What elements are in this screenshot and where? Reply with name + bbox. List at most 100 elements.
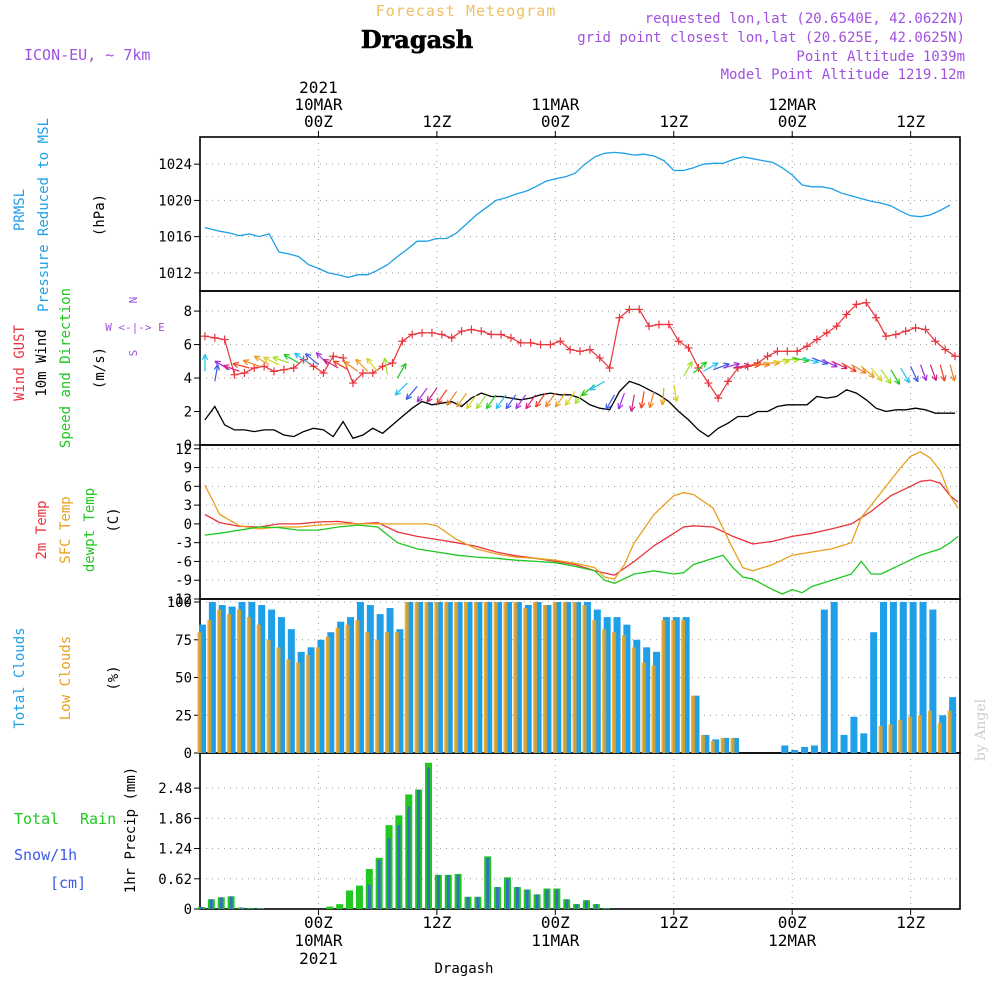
wind-arrow — [456, 392, 467, 408]
wind-arrow-head — [605, 403, 612, 411]
gust-marker — [901, 327, 910, 336]
total-precip-bar — [336, 904, 344, 909]
top-tick-label: 00Z — [778, 112, 807, 131]
wind-arrow — [505, 394, 517, 410]
wind-arrow — [910, 366, 919, 383]
requested-coords: requested lon,lat (20.6540E, 42.0622N) — [645, 11, 965, 27]
wind-arrow-head — [272, 355, 279, 362]
wind-arrow — [617, 392, 625, 410]
wind-arrow-shaft — [355, 358, 369, 372]
location-title: Dragash — [361, 25, 473, 54]
temp-line — [204, 479, 959, 576]
wind-arrow — [436, 389, 448, 405]
wind-arrow-shaft — [693, 361, 707, 374]
wind-arrow-head — [315, 352, 323, 359]
total-cloud-bar — [248, 602, 256, 753]
wind-arrow — [315, 352, 329, 366]
wind-arrow-shaft — [405, 386, 418, 400]
total-cloud-bar — [465, 602, 473, 753]
low-cloud-bar — [483, 602, 488, 753]
temp-2m-label: 2m Temp — [34, 500, 50, 559]
wind-arrow-head — [263, 356, 270, 363]
wind-arrow — [446, 391, 458, 406]
low-cloud-bar — [621, 635, 626, 753]
low-cloud-bar — [602, 629, 607, 753]
wind-arrow-shaft — [661, 388, 665, 406]
wind-arrow — [214, 360, 230, 371]
wind-arrow — [851, 364, 867, 374]
total-cloud-bar — [416, 602, 424, 753]
gust-marker — [921, 325, 930, 334]
gust-marker — [635, 305, 644, 314]
low-cloud-bar — [355, 620, 360, 753]
wind-arrow-head — [733, 361, 740, 368]
snow-bar — [427, 767, 431, 909]
gust-marker — [773, 347, 782, 356]
top-year-label: 2021 — [299, 78, 338, 97]
wind-arrow-head — [868, 371, 875, 378]
wind-arrow-shaft — [683, 361, 693, 377]
wind-arrow — [396, 362, 407, 379]
y-tick-label: 25 — [175, 708, 192, 724]
total-cloud-bar — [949, 697, 957, 753]
gust-marker — [941, 345, 950, 354]
total-cloud-bar — [613, 617, 621, 753]
wind-arrow-shaft — [525, 394, 537, 410]
total-cloud-bar — [199, 624, 206, 753]
wind-arrow-shaft — [870, 367, 883, 382]
model-label: ICON-EU, ~ 7km — [24, 46, 150, 64]
total-cloud-bar — [277, 617, 285, 753]
low-cloud-bar — [424, 602, 429, 753]
wind-arrow — [213, 364, 220, 382]
snow-bar — [387, 838, 391, 909]
snow-bar — [397, 825, 401, 909]
low-cloud-bar — [641, 662, 646, 753]
wind-arrow-head — [332, 360, 340, 367]
y-tick-label: 8 — [184, 304, 192, 320]
snow-bar — [456, 874, 460, 909]
wind-arrow — [495, 394, 507, 410]
wind-arrow-head — [495, 402, 502, 410]
temp-line — [204, 451, 959, 580]
gust-marker — [378, 362, 387, 371]
wind-arrow — [272, 355, 290, 364]
wind-arrow-shaft — [722, 363, 740, 369]
wind-arrow-head — [322, 358, 330, 365]
compass-n: N — [127, 297, 140, 304]
wind-arrow-shaft — [383, 357, 389, 375]
wind-arrow-head — [647, 401, 654, 409]
low-cloud-bar — [710, 740, 715, 753]
snow-bar — [545, 889, 549, 909]
y-tick-label: 1020 — [158, 193, 192, 209]
wind-arrow-shaft — [673, 384, 678, 402]
total-cloud-bar — [791, 749, 799, 753]
total-cloud-bar — [781, 745, 789, 753]
y-tick-label: 0 — [184, 517, 192, 533]
wind-arrow-shaft — [505, 394, 517, 410]
total-cloud-bar — [495, 602, 503, 753]
wind-arrow-shaft — [305, 353, 319, 366]
low-cloud-bar — [631, 647, 636, 753]
wind-arrow-head — [554, 401, 561, 408]
gust-marker — [714, 394, 723, 403]
low-cloud-bar — [898, 719, 903, 753]
gust-marker — [358, 369, 367, 378]
wind-arrow-shaft — [792, 357, 810, 362]
total-cloud-bar — [238, 602, 246, 753]
total-cloud-bar — [524, 605, 532, 753]
total-cloud-bar — [583, 602, 591, 753]
gust-marker — [822, 328, 831, 337]
gust-marker — [398, 337, 407, 346]
wind-arrow-shaft — [564, 391, 576, 406]
total-cloud-bar — [504, 602, 512, 753]
wind-arrow-shaft — [366, 357, 379, 372]
snow-bar — [209, 899, 213, 909]
y-tick-label: 1.24 — [158, 842, 192, 858]
wind-arrow — [355, 358, 369, 372]
wind-arrow — [322, 358, 339, 369]
wind-arrow-shaft — [283, 353, 300, 364]
y-tick-label: -6 — [175, 554, 192, 570]
gust-marker — [536, 340, 545, 349]
total-cloud-bar — [929, 609, 937, 753]
wind-arrow — [683, 361, 693, 377]
